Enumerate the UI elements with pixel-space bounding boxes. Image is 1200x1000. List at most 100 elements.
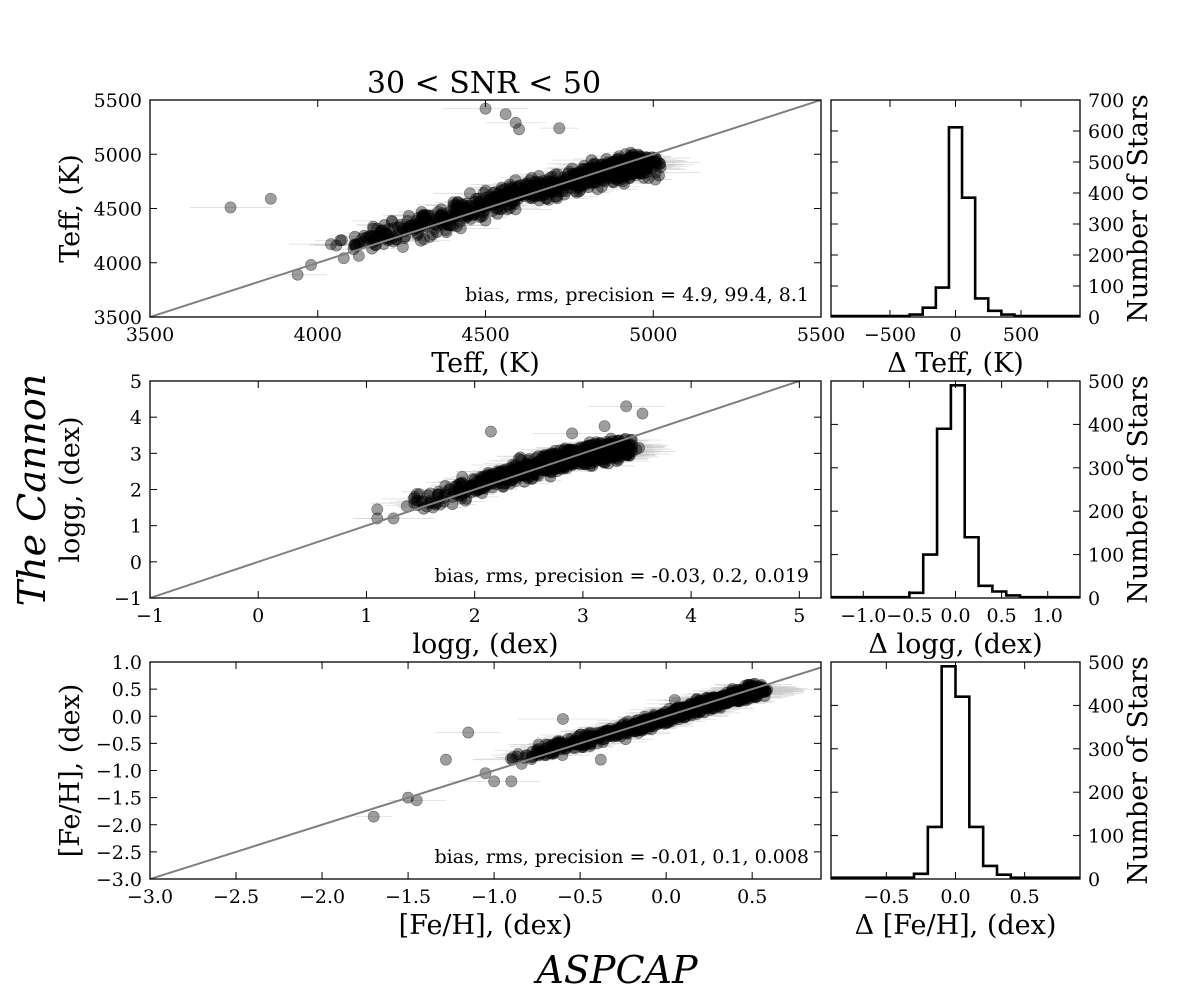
data-point [637,158,650,171]
data-point [533,194,546,207]
data-point [625,163,637,176]
data-point [375,224,387,237]
y-tick-label: 100 [1088,276,1124,298]
data-point [623,163,636,176]
data-point [614,447,627,460]
y-tick-label: −1 [114,588,142,610]
data-point [420,210,432,222]
data-point [634,167,647,180]
data-point [551,465,563,478]
data-point [456,198,468,211]
data-point [507,186,520,198]
data-point [607,446,620,458]
data-point [450,220,463,233]
data-point [579,454,591,467]
data-point [550,190,563,203]
data-point [616,172,629,185]
data-point [488,775,501,788]
x-axis-label: Teff, (K) [431,348,540,379]
data-point [588,453,601,466]
data-point [392,221,404,234]
data-point [598,420,611,433]
data-point [224,201,237,214]
data-point [627,166,640,179]
data-point [591,183,604,196]
data-point [419,211,432,224]
data-point [616,447,628,460]
data-point [505,183,517,196]
data-point [642,158,655,171]
data-point [456,470,469,483]
data-point [588,454,601,467]
y-tick-label: 200 [1088,782,1124,804]
data-point [607,176,620,189]
data-point [644,161,657,174]
data-point [452,202,465,214]
data-point [549,168,562,181]
data-point [395,221,408,234]
figure-ylabel: The Cannon [10,374,54,606]
feh-scatter-points [355,677,813,823]
y-tick-label: −1.0 [96,761,142,783]
data-point [557,462,570,475]
data-point [608,445,621,458]
y-tick-label: 1.0 [112,652,142,674]
data-point [634,167,646,180]
data-point [653,157,666,170]
y-tick-label: 0.5 [112,679,142,701]
x-tick-label: −0.5 [863,886,909,908]
data-point [596,450,609,463]
data-point [579,458,592,470]
data-point [640,166,653,179]
x-axis-label: Δ Teff, (K) [887,348,1024,379]
data-point [524,174,536,187]
data-point [638,160,650,173]
data-point [641,158,654,171]
data-point [564,182,577,195]
data-point [401,215,414,228]
data-point [576,455,589,467]
data-point [361,231,374,244]
x-tick-label: 2 [469,605,481,627]
data-point [558,188,571,201]
data-point [561,167,574,180]
data-point [595,180,608,193]
data-point [385,214,398,227]
data-point [503,186,516,199]
data-point [369,229,382,242]
y-tick-label: −1.5 [96,788,142,810]
data-point [623,171,636,184]
x-tick-label: 4 [685,605,697,627]
y-tick-label: −3.0 [96,869,142,891]
x-tick-label: 4000 [294,324,342,346]
data-point [579,456,592,468]
data-point [638,163,651,175]
y-tick-label: 300 [1088,739,1124,761]
data-point [557,713,569,725]
data-point [360,231,373,244]
data-point [544,470,557,483]
y-tick-label: 0 [1088,307,1100,329]
data-point [423,209,436,222]
logg-hist-panel: −1.0 −0.5 0.0 0.5 1.0 0 100 200 300 400 500 Δ logg,… [830,371,1154,660]
teff-hist-panel: −500 0 500 0 100 200 300 400 500 600 700 Δ Teff, (K… [830,90,1154,379]
data-point [449,198,462,211]
data-point [512,181,525,194]
data-point [539,449,551,461]
data-point [619,148,632,161]
data-point [539,451,552,464]
data-point [443,482,456,495]
data-point [565,458,578,471]
data-point [617,175,629,188]
data-point [624,168,637,181]
x-axis-label: Δ [Fe/H], (dex) [855,910,1057,941]
data-point [496,189,509,202]
data-point [619,169,632,182]
x-tick-label: −500 [864,324,916,346]
data-point [460,197,473,210]
data-point [578,177,591,190]
data-point [435,208,448,221]
x-tick-label: −1.0 [471,886,517,908]
data-point [447,199,460,212]
y-tick-label: −0.5 [96,733,142,755]
